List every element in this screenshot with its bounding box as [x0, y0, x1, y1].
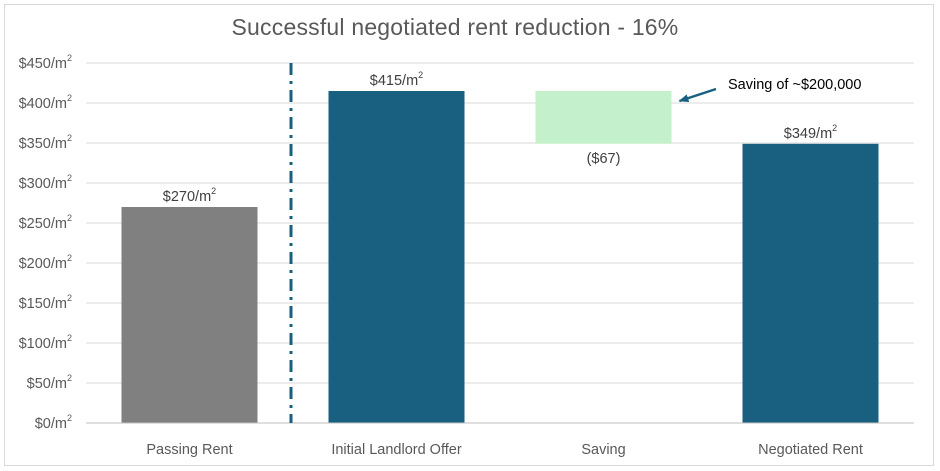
- bars: [121, 91, 879, 424]
- y-tick-label: $50/m2: [27, 373, 72, 392]
- y-tick-label: $250/m2: [19, 213, 72, 232]
- bar: [328, 91, 465, 423]
- data-label: $415/m2: [370, 70, 423, 89]
- y-tick-label: $0/m2: [35, 413, 72, 432]
- data-label: ($67): [587, 151, 621, 167]
- bar: [535, 91, 672, 144]
- y-tick-label: $350/m2: [19, 133, 72, 152]
- y-tick-label: $100/m2: [19, 333, 72, 352]
- y-tick-label: $300/m2: [19, 173, 72, 192]
- data-label: $270/m2: [163, 186, 216, 205]
- y-tick-label: $450/m2: [19, 53, 72, 72]
- annotation-arrow: [678, 87, 717, 103]
- labels: $0/m2 $50/m2 $100/m2 $150/m2 $200/m2 $250/m2 $…: [19, 53, 863, 458]
- y-tick-label: $400/m2: [19, 93, 72, 112]
- x-tick-label: Passing Rent: [146, 442, 232, 458]
- data-label: $349/m2: [784, 123, 837, 142]
- chart-title: Successful negotiated rent reduction - 1…: [231, 14, 679, 40]
- axes: [86, 63, 914, 424]
- y-tick-label: $150/m2: [19, 293, 72, 312]
- y-tick-label: $200/m2: [19, 253, 72, 272]
- x-tick-label: Negotiated Rent: [758, 442, 863, 458]
- annotation-text: Saving of ~$200,000: [728, 77, 861, 93]
- x-tick-label: Initial Landlord Offer: [331, 442, 461, 458]
- bar: [121, 207, 258, 423]
- bar: [742, 143, 879, 424]
- x-tick-label: Saving: [581, 442, 625, 458]
